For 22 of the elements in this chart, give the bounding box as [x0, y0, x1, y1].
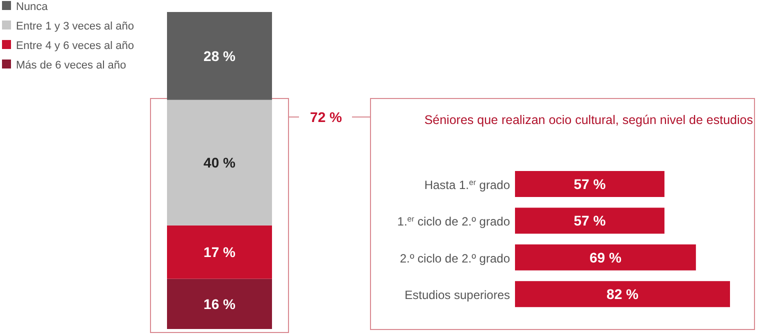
- legend-label: Entre 4 y 6 veces al año: [16, 40, 134, 52]
- chart-title: Séniores que realizan ocio cultural, según nivel de estudios: [424, 113, 753, 127]
- bar: [167, 278, 272, 329]
- bar: [167, 12, 272, 100]
- legend-label: Entre 1 y 3 veces al año: [16, 20, 134, 32]
- data-label: 57 %: [574, 212, 606, 229]
- data-label: 16 %: [204, 296, 236, 312]
- y-tick-label: 2.º ciclo de 2.º grado: [400, 251, 510, 266]
- bar: [167, 100, 272, 226]
- legend-label: Nunca: [16, 1, 49, 13]
- text: 72 %: [310, 109, 342, 125]
- y-tick-label: Hasta 1.$^{er}$ grado: [424, 178, 510, 192]
- legend-label: Más de 6 veces al año: [16, 60, 126, 72]
- data-label: 40 %: [204, 154, 236, 171]
- data-label: 57 %: [574, 176, 606, 192]
- data-label: 17 %: [204, 244, 236, 260]
- data-label: 69 %: [589, 249, 622, 266]
- data-label: 28 %: [204, 48, 236, 64]
- bar: [167, 225, 272, 279]
- data-label: 82 %: [606, 286, 639, 302]
- y-tick-label: Estudios superiores: [404, 288, 510, 302]
- y-tick-label: 1.$^{er}$ ciclo de 2.º grado: [397, 214, 510, 229]
